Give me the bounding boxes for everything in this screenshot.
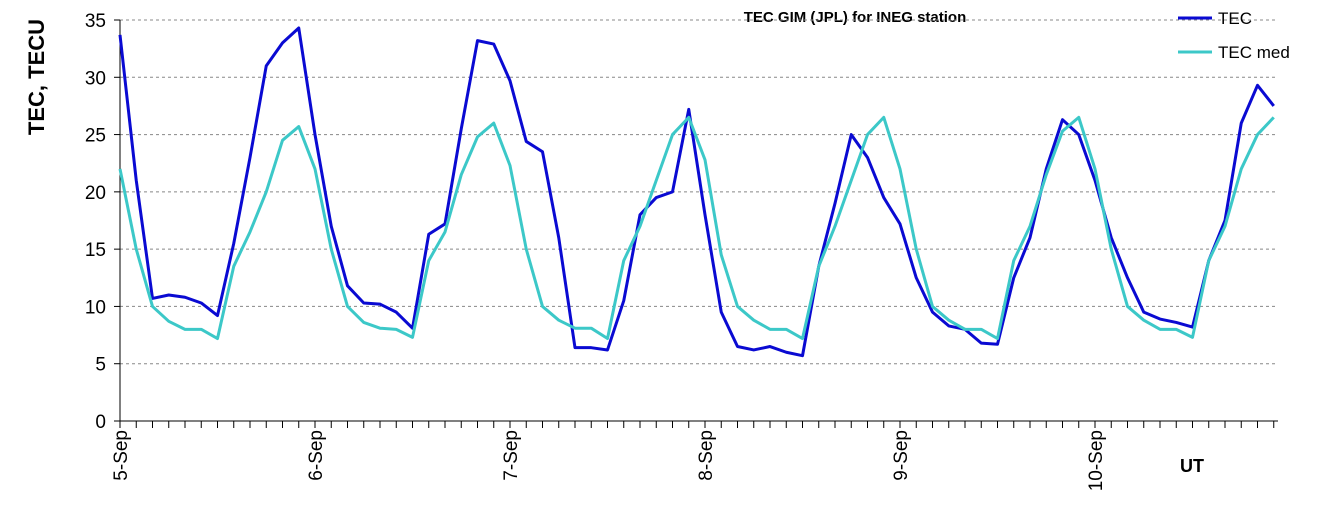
legend-label: TEC xyxy=(1218,9,1252,28)
x-tick-label: 8-Sep xyxy=(696,430,717,481)
y-axis-label: TEC, TECU xyxy=(24,19,49,135)
line-series xyxy=(118,115,1275,341)
x-tick-label: 10-Sep xyxy=(1086,430,1107,491)
x-tick-label: 6-Sep xyxy=(306,430,327,481)
y-tick-label: 30 xyxy=(85,68,106,89)
chart-title: TEC GIM (JPL) for INEG station xyxy=(744,9,967,26)
x-axis-label: UT xyxy=(1180,456,1204,476)
legend-label: TEC med xyxy=(1218,43,1290,62)
y-tick-label: 20 xyxy=(85,183,106,204)
y-tick-label: 35 xyxy=(85,11,106,32)
y-tick-label: 5 xyxy=(95,355,106,376)
x-tick-label: 7-Sep xyxy=(501,430,522,481)
x-tick-label: 9-Sep xyxy=(891,430,912,481)
y-tick-label: 25 xyxy=(85,126,106,147)
y-tick-label: 15 xyxy=(85,240,106,261)
y-tick-label: 10 xyxy=(85,297,106,318)
y-tick-label: 0 xyxy=(95,412,106,433)
line-series xyxy=(118,26,1275,358)
x-tick-label: 5-Sep xyxy=(111,430,132,481)
